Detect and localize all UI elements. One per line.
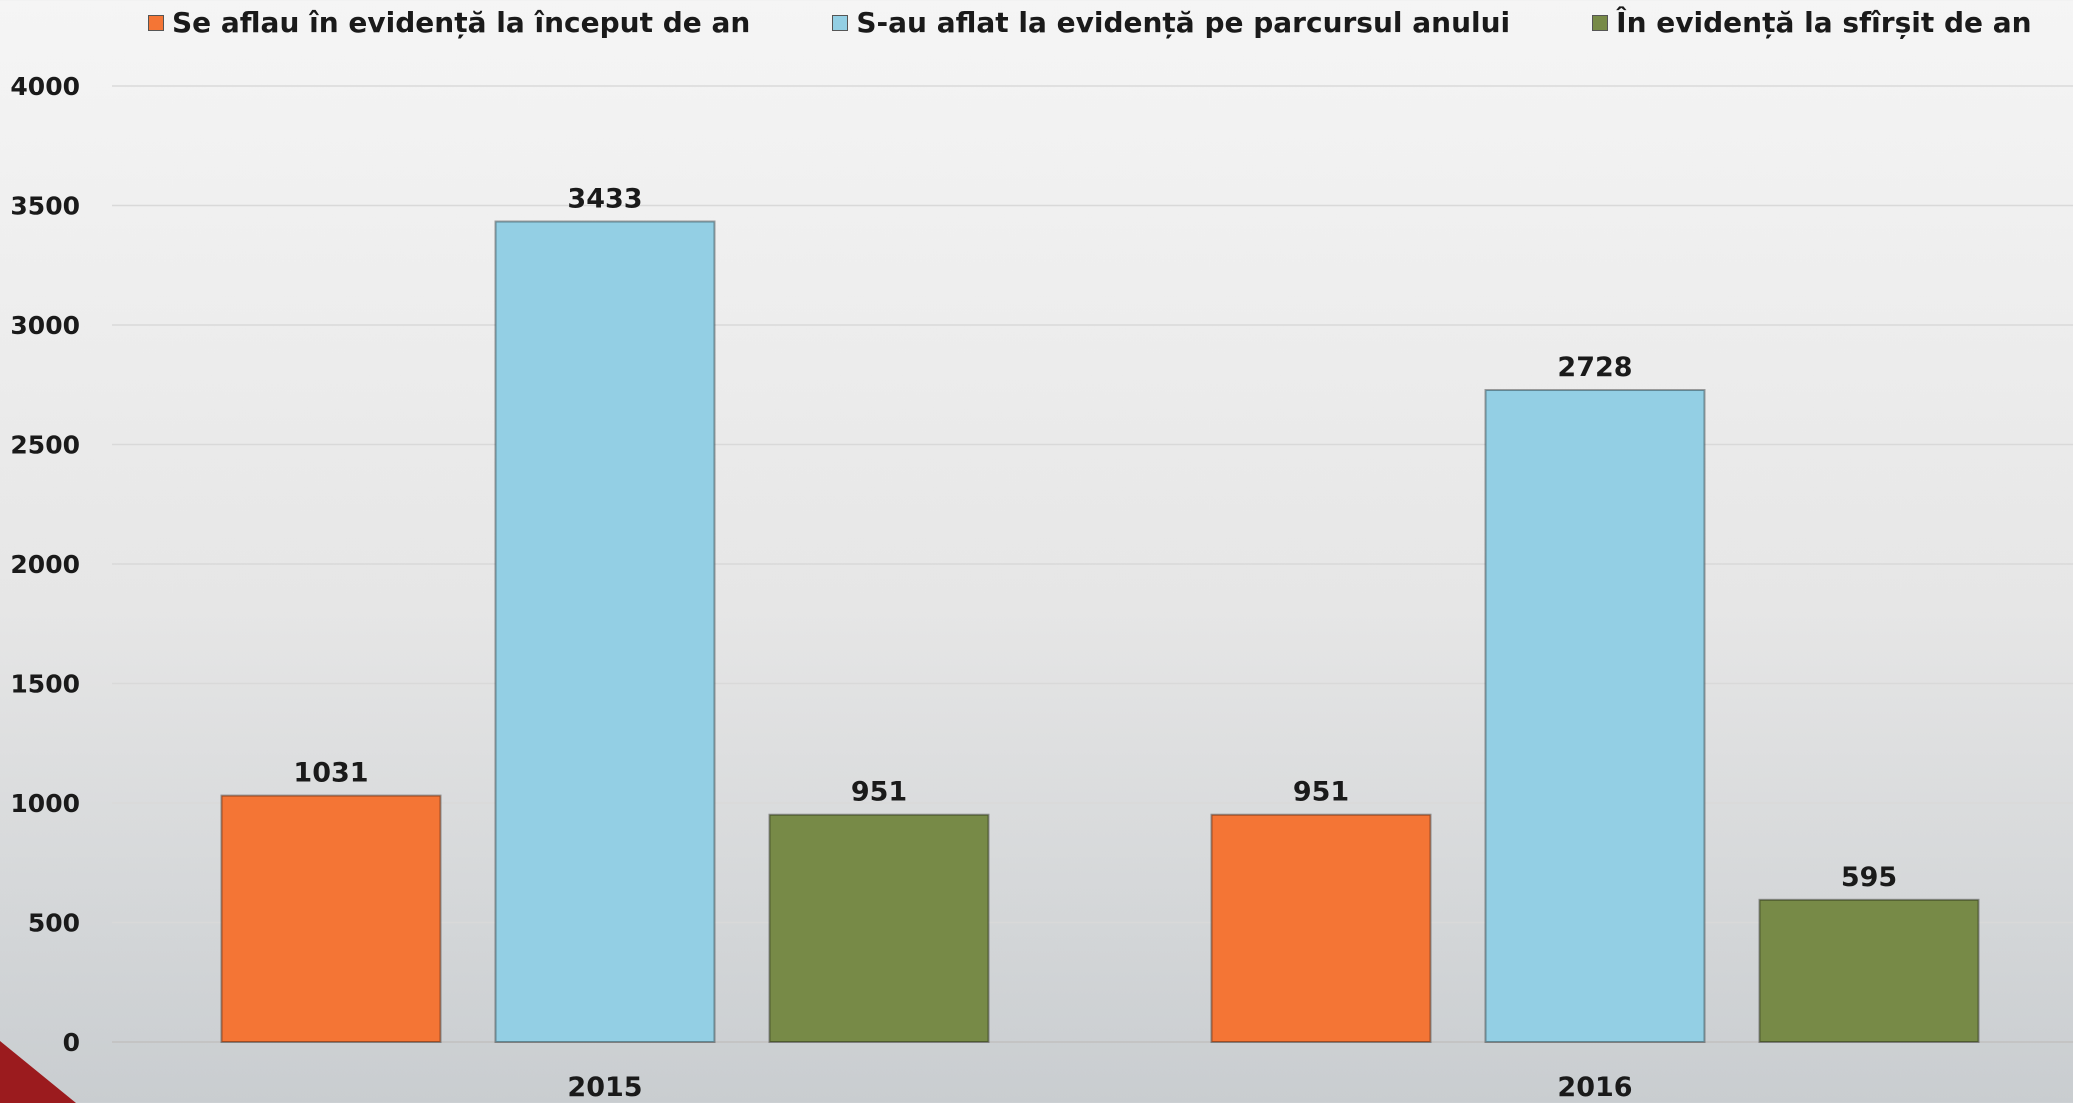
bar: [1758, 898, 1980, 1043]
legend-swatch-series-3: [1592, 14, 1609, 31]
legend-item-series-2: S-au aflat la evidență pe parcursul anul…: [832, 6, 1510, 39]
legend-label-series-3: În evidență la sfîrșit de an: [1616, 6, 2032, 39]
legend-item-series-3: În evidență la sfîrșit de an: [1592, 6, 2032, 39]
y-tick-label: 1000: [10, 789, 80, 818]
legend-label-series-1: Se aflau în evidență la început de an: [172, 6, 751, 39]
y-tick-label: 4000: [10, 72, 80, 101]
bar: [1484, 389, 1706, 1043]
data-label: 3433: [567, 184, 642, 215]
chart-legend: Se aflau în evidență la început de an S-…: [148, 6, 2073, 39]
y-tick-label: 1500: [10, 670, 80, 699]
legend-swatch-series-2: [832, 14, 849, 31]
x-tick-label: 2015: [567, 1072, 642, 1103]
y-tick-label: 3000: [10, 311, 80, 340]
y-tick-label: 500: [28, 909, 80, 938]
bar: [768, 813, 990, 1043]
legend-label-series-2: S-au aflat la evidență pe parcursul anul…: [856, 6, 1511, 39]
data-label: 1031: [293, 758, 368, 789]
bar: [494, 220, 716, 1043]
y-tick-label: 2000: [10, 550, 80, 579]
data-label: 595: [1841, 862, 1897, 893]
bar: [1210, 813, 1432, 1043]
x-tick-label: 2016: [1557, 1072, 1632, 1103]
corner-decoration: [0, 1041, 76, 1103]
data-label: 2728: [1557, 352, 1632, 383]
data-label: 951: [1293, 777, 1349, 808]
data-label: 951: [851, 777, 907, 808]
bar: [220, 794, 442, 1043]
legend-item-series-1: Se aflau în evidență la început de an: [148, 6, 750, 39]
legend-swatch-series-1: [148, 14, 164, 31]
y-tick-label: 3500: [10, 192, 80, 221]
y-tick-label: 2500: [10, 431, 80, 460]
